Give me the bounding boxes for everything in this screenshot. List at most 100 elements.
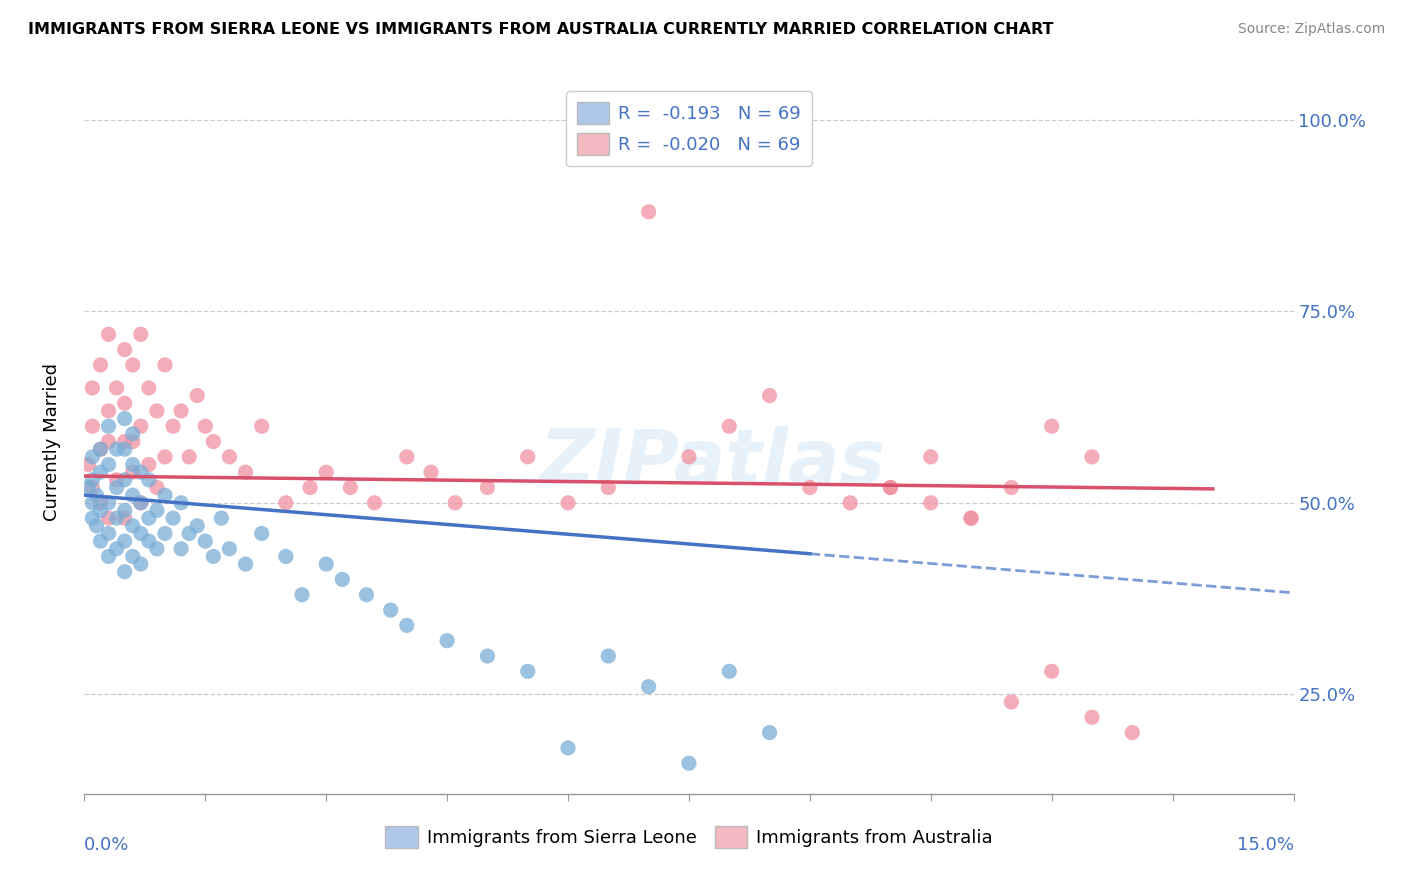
- Point: [678, 756, 700, 771]
- Point: [209, 511, 232, 525]
- Point: [598, 481, 620, 495]
- Text: Source: ZipAtlas.com: Source: ZipAtlas.com: [1237, 22, 1385, 37]
- Point: [138, 381, 160, 395]
- Point: [114, 534, 136, 549]
- Point: [920, 450, 942, 464]
- Point: [97, 404, 120, 418]
- Point: [97, 327, 120, 342]
- Point: [121, 434, 143, 449]
- Point: [330, 573, 353, 587]
- Point: [153, 488, 176, 502]
- Point: [179, 526, 201, 541]
- Point: [82, 481, 104, 495]
- Point: [105, 481, 128, 495]
- Point: [97, 496, 120, 510]
- Point: [121, 518, 143, 533]
- Point: [1081, 710, 1104, 724]
- Point: [179, 450, 201, 464]
- Point: [162, 511, 184, 525]
- Point: [1121, 725, 1143, 739]
- Point: [194, 534, 217, 549]
- Point: [121, 358, 143, 372]
- Text: 15.0%: 15.0%: [1236, 836, 1294, 855]
- Point: [129, 327, 152, 342]
- Point: [129, 496, 152, 510]
- Point: [758, 388, 780, 402]
- Point: [77, 458, 100, 472]
- Point: [89, 503, 111, 517]
- Point: [97, 511, 120, 525]
- Point: [1081, 450, 1104, 464]
- Point: [121, 426, 143, 441]
- Point: [82, 381, 104, 395]
- Point: [105, 381, 128, 395]
- Point: [146, 481, 169, 495]
- Point: [235, 465, 257, 479]
- Point: [86, 488, 108, 502]
- Point: [879, 481, 901, 495]
- Point: [250, 419, 273, 434]
- Point: [477, 481, 499, 495]
- Point: [356, 588, 378, 602]
- Point: [170, 404, 193, 418]
- Point: [97, 458, 120, 472]
- Point: [444, 496, 467, 510]
- Point: [879, 481, 901, 495]
- Point: [89, 358, 111, 372]
- Point: [146, 503, 169, 517]
- Point: [274, 549, 297, 564]
- Point: [121, 458, 143, 472]
- Point: [1000, 481, 1022, 495]
- Point: [920, 496, 942, 510]
- Point: [218, 450, 240, 464]
- Point: [153, 526, 176, 541]
- Point: [202, 434, 225, 449]
- Point: [114, 396, 136, 410]
- Point: [718, 665, 741, 679]
- Point: [250, 526, 273, 541]
- Point: [114, 434, 136, 449]
- Point: [960, 511, 983, 525]
- Point: [77, 481, 100, 495]
- Point: [114, 411, 136, 425]
- Point: [235, 557, 257, 571]
- Point: [170, 496, 193, 510]
- Point: [82, 450, 104, 464]
- Point: [557, 740, 579, 755]
- Point: [105, 511, 128, 525]
- Point: [129, 419, 152, 434]
- Point: [637, 204, 659, 219]
- Point: [86, 518, 108, 533]
- Y-axis label: Currently Married: Currently Married: [42, 362, 60, 521]
- Point: [1040, 419, 1063, 434]
- Point: [138, 534, 160, 549]
- Point: [291, 588, 314, 602]
- Point: [146, 541, 169, 556]
- Point: [299, 481, 322, 495]
- Point: [82, 496, 104, 510]
- Point: [516, 665, 538, 679]
- Point: [129, 526, 152, 541]
- Point: [114, 473, 136, 487]
- Point: [315, 465, 337, 479]
- Legend: Immigrants from Sierra Leone, Immigrants from Australia: Immigrants from Sierra Leone, Immigrants…: [378, 819, 1000, 855]
- Point: [138, 458, 160, 472]
- Point: [839, 496, 862, 510]
- Point: [186, 518, 208, 533]
- Point: [138, 473, 160, 487]
- Point: [153, 358, 176, 372]
- Point: [420, 465, 443, 479]
- Point: [105, 442, 128, 457]
- Point: [114, 565, 136, 579]
- Point: [637, 680, 659, 694]
- Point: [395, 618, 418, 632]
- Point: [89, 534, 111, 549]
- Point: [114, 442, 136, 457]
- Point: [516, 450, 538, 464]
- Point: [598, 648, 620, 663]
- Point: [153, 450, 176, 464]
- Point: [395, 450, 418, 464]
- Point: [97, 549, 120, 564]
- Point: [194, 419, 217, 434]
- Point: [129, 465, 152, 479]
